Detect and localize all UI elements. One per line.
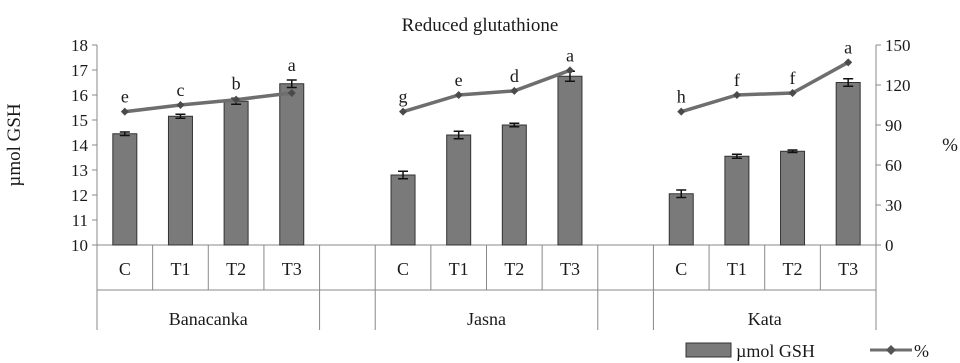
category-label: C xyxy=(397,259,409,279)
significance-letter: e xyxy=(121,87,129,107)
y2-axis-label: % xyxy=(942,135,958,156)
y-tick-label: 16 xyxy=(71,86,88,105)
category-label: T3 xyxy=(282,259,302,279)
legend-line-label: % xyxy=(914,341,929,361)
y-tick-label: 14 xyxy=(71,136,89,155)
percent-point xyxy=(510,86,519,95)
y2-tick-label: 90 xyxy=(885,116,902,135)
category-label: T1 xyxy=(449,259,469,279)
bar xyxy=(724,155,750,246)
bar xyxy=(390,174,416,246)
percent-line xyxy=(402,68,571,114)
y-tick-label: 18 xyxy=(71,36,88,55)
y-tick-label: 17 xyxy=(71,61,89,80)
bar xyxy=(557,75,583,246)
percent-line xyxy=(680,60,850,114)
significance-letter: c xyxy=(176,80,184,100)
significance-letter: e xyxy=(455,70,463,90)
percent-point xyxy=(677,107,686,116)
significance-letter: b xyxy=(232,73,241,93)
category-label: T3 xyxy=(838,259,858,279)
significance-letter: f xyxy=(790,68,796,88)
y2-tick-label: 0 xyxy=(885,236,894,255)
y2-tick-label: 60 xyxy=(885,156,902,175)
group-label: Banacanka xyxy=(169,309,248,329)
group-label: Kata xyxy=(748,309,782,329)
legend-line-marker xyxy=(886,345,896,355)
significance-letter: a xyxy=(288,55,296,75)
y-tick-label: 15 xyxy=(71,111,88,130)
bar xyxy=(501,124,527,246)
significance-letter: h xyxy=(677,87,686,107)
category-label: C xyxy=(119,259,131,279)
category-label: T1 xyxy=(727,259,747,279)
category-label: C xyxy=(675,259,687,279)
bar xyxy=(223,100,249,246)
percent-line xyxy=(124,91,293,114)
percent-point xyxy=(176,101,185,109)
bar xyxy=(780,150,806,246)
significance-letter: f xyxy=(734,70,740,90)
y-tick-label: 12 xyxy=(71,186,88,205)
percent-point xyxy=(232,95,241,104)
percent-point xyxy=(287,89,296,97)
percent-point xyxy=(732,91,741,99)
group-label: Jasna xyxy=(467,309,506,329)
category-label: T2 xyxy=(504,259,524,279)
legend-bar-label: µmol GSH xyxy=(736,341,815,361)
y2-tick-label: 120 xyxy=(885,76,911,95)
significance-letter: a xyxy=(844,37,852,57)
significance-letter: g xyxy=(399,87,408,107)
chart-title: Reduced glutathione xyxy=(402,15,559,36)
category-label: T2 xyxy=(226,259,246,279)
category-label: T1 xyxy=(170,259,190,279)
plot-layer: 10 11 12 13 14 15 16 17 18 0 30 60 90 120 150 C T1 T2 T3 e c… xyxy=(71,36,911,330)
y-tick-label: 10 xyxy=(71,236,88,255)
y-tick-label: 13 xyxy=(71,161,88,180)
significance-letter: a xyxy=(566,45,574,65)
percent-point xyxy=(788,89,797,97)
percent-point xyxy=(565,66,574,75)
bar xyxy=(112,133,138,246)
percent-point xyxy=(844,58,853,67)
bar xyxy=(167,115,193,246)
percent-point xyxy=(399,107,408,116)
bar xyxy=(446,134,472,246)
category-label: T3 xyxy=(560,259,580,279)
y-axis-label: µmol GSH xyxy=(4,103,25,187)
y2-tick-label: 150 xyxy=(885,36,911,55)
y2-tick-label: 30 xyxy=(885,196,902,215)
bar xyxy=(279,83,305,246)
percent-point xyxy=(120,107,129,116)
y-tick-label: 11 xyxy=(72,211,88,230)
legend-bar-swatch xyxy=(685,342,732,358)
bar xyxy=(668,193,694,246)
percent-point xyxy=(454,91,463,99)
bar xyxy=(835,82,861,246)
significance-letter: d xyxy=(510,66,519,86)
legend: µmol GSH % xyxy=(685,341,929,361)
category-label: T2 xyxy=(783,259,803,279)
